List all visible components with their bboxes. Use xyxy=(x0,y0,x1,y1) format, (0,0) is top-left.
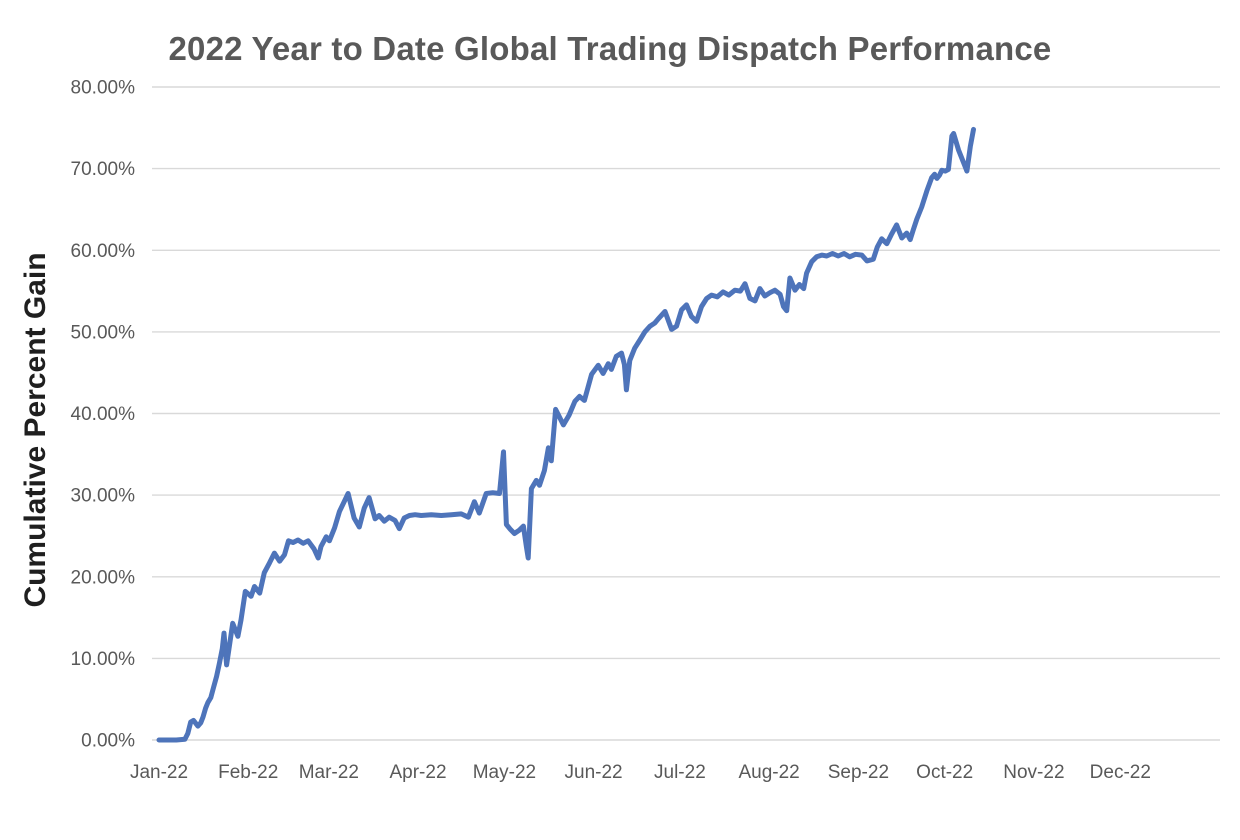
x-tick-label: Feb-22 xyxy=(218,762,278,783)
x-tick-label: Nov-22 xyxy=(1003,762,1064,783)
x-tick-label: Apr-22 xyxy=(389,762,446,783)
y-tick-label: 80.00% xyxy=(71,78,136,99)
y-tick-label: 50.00% xyxy=(71,322,136,343)
performance-line xyxy=(156,126,976,743)
x-tick-label: Jun-22 xyxy=(565,762,623,783)
y-tick-label: 60.00% xyxy=(71,241,136,262)
y-tick-label: 20.00% xyxy=(71,567,136,588)
x-tick-label: Oct-22 xyxy=(916,762,973,783)
y-tick-label: 10.00% xyxy=(71,649,136,670)
y-tick-label: 0.00% xyxy=(81,731,135,752)
x-tick-label: Sep-22 xyxy=(828,762,889,783)
y-tick-label: 30.00% xyxy=(71,486,136,507)
x-tick-label: Jul-22 xyxy=(654,762,706,783)
y-tick-label: 70.00% xyxy=(71,159,136,180)
x-tick-label: Jan-22 xyxy=(130,762,188,783)
x-tick-label: May-22 xyxy=(473,762,536,783)
chart-title: 2022 Year to Date Global Trading Dispatc… xyxy=(168,30,1052,67)
x-tick-label: Mar-22 xyxy=(299,762,359,783)
y-tick-label: 40.00% xyxy=(71,404,136,425)
x-tick-label: Aug-22 xyxy=(738,762,799,783)
x-tick-label: Dec-22 xyxy=(1090,762,1151,783)
